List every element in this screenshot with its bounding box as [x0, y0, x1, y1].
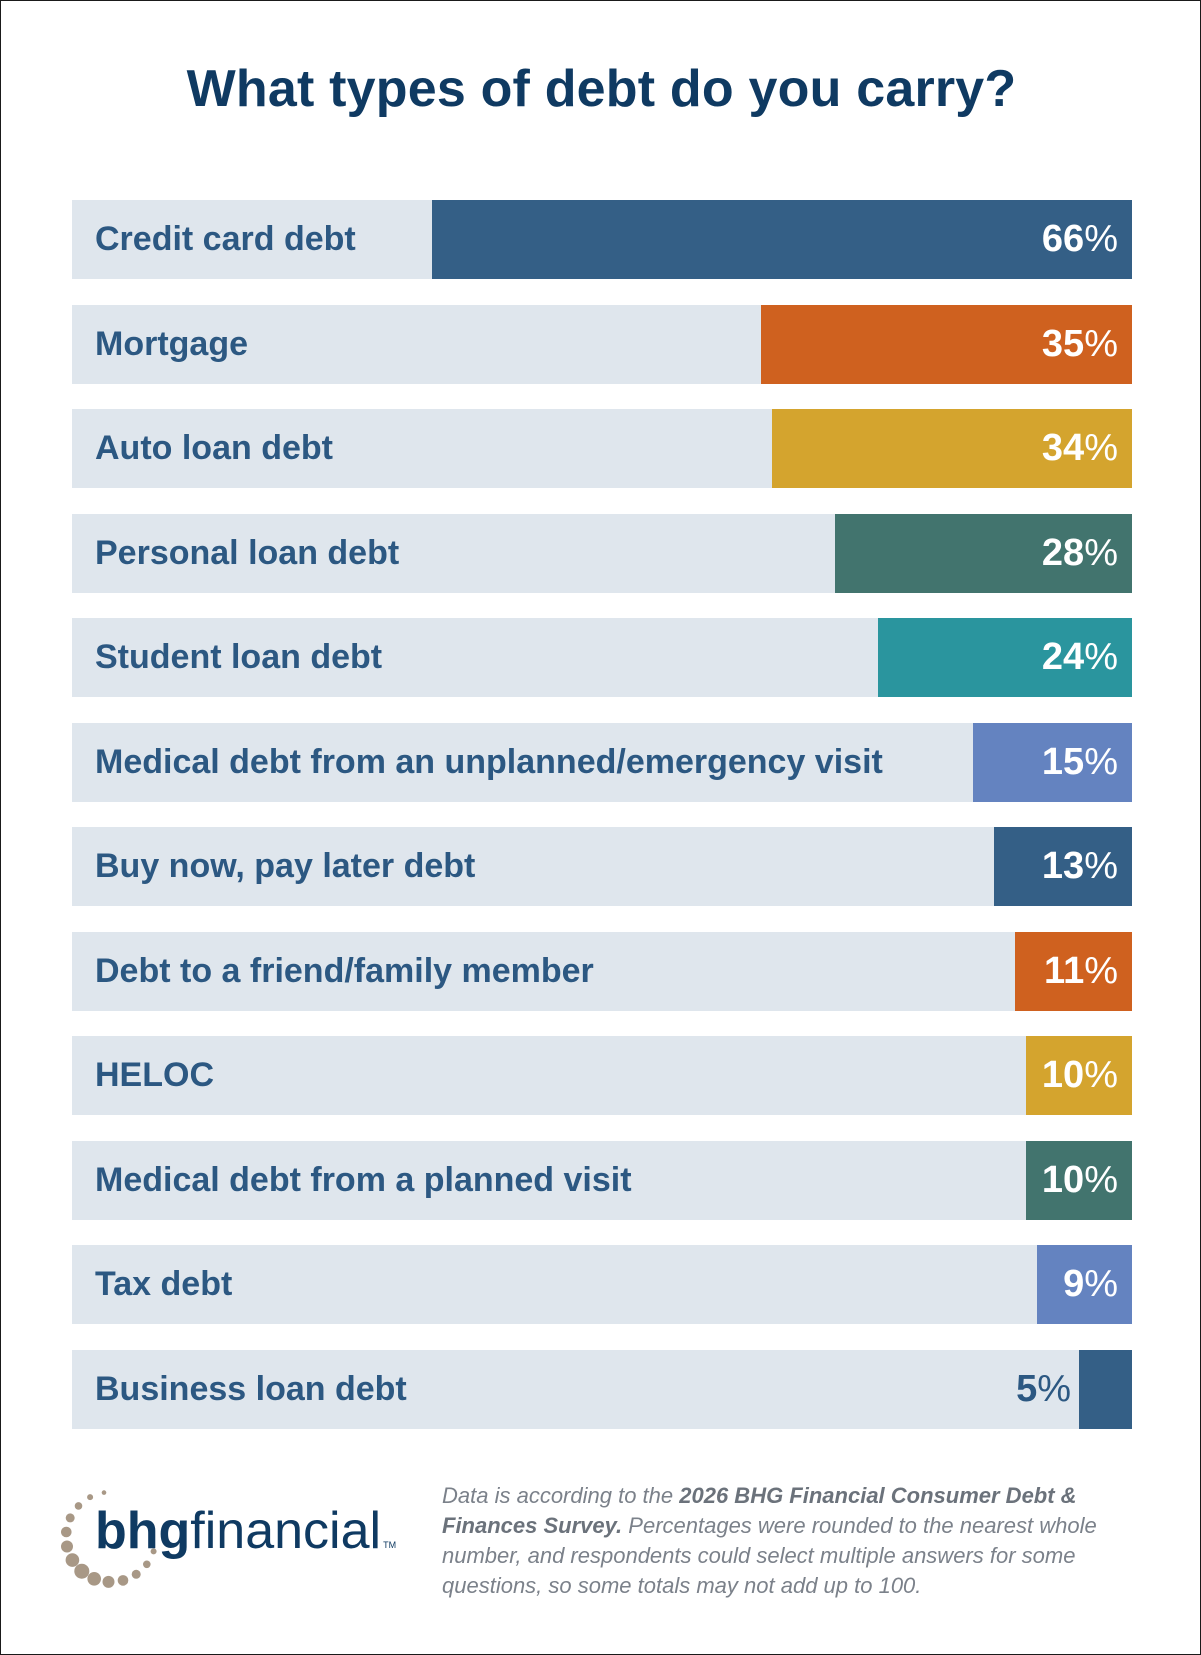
logo-bold-text: bhg [95, 1502, 191, 1560]
category-label: Buy now, pay later debt [95, 847, 476, 885]
bar [1079, 1349, 1132, 1429]
bar [1026, 1140, 1132, 1220]
value-label: 28% [1041, 531, 1118, 574]
logo-dot [61, 1540, 73, 1553]
bar-row: Student loan debt 24% [72, 618, 1132, 697]
category-label: HELOC [95, 1056, 214, 1094]
footnote-lead: Data is according to the [442, 1483, 680, 1508]
bar [1036, 1245, 1132, 1324]
category-label: Medical debt from a planned visit [95, 1160, 632, 1199]
bar-row: Auto loan debt 34% [72, 409, 1132, 488]
logo-dot [65, 1513, 75, 1523]
value-label: 15% [1041, 740, 1118, 783]
category-label: Student loan debt [95, 638, 383, 676]
bar-row: Debt to a friend/family member 11% [72, 931, 1132, 1011]
value-label: 66% [1041, 218, 1118, 260]
logo-dot [131, 1569, 141, 1579]
logo-trademark: TM [383, 1540, 397, 1550]
bar [835, 513, 1132, 593]
bar [1026, 1036, 1132, 1115]
value-label: 10% [1041, 1158, 1118, 1201]
bar [994, 827, 1132, 906]
value-label: 24% [1041, 636, 1118, 678]
bar-row: Medical debt from an unplanned/emergency… [72, 722, 1132, 802]
category-label: Debt to a friend/family member [95, 951, 594, 990]
bar [771, 409, 1132, 488]
bar [1015, 931, 1132, 1011]
footnote-rest: Percentages were rounded to the nearest … [442, 1513, 1097, 1598]
value-label: 35% [1041, 322, 1118, 365]
logo-dot [101, 1490, 107, 1495]
bar-row: Mortgage 35% [72, 304, 1132, 384]
logo-light-text: financial [190, 1502, 382, 1560]
bar [432, 200, 1132, 279]
category-label: Business loan debt [95, 1369, 407, 1408]
bar [761, 304, 1132, 384]
logo-dot [87, 1572, 101, 1586]
logo-wordmark: bhgfinancial TM [95, 1501, 396, 1561]
logo-dot [117, 1575, 129, 1586]
logo-dot [150, 1548, 157, 1555]
bar [973, 722, 1132, 802]
category-label: Medical debt from an unplanned/emergency… [95, 742, 883, 781]
logo-dot [102, 1575, 115, 1588]
footnote-source: 2026 BHG Financial Consumer Debt & Finan… [442, 1483, 1077, 1538]
bar-row: Credit card debt 66% [72, 200, 1132, 279]
bar-row: Tax debt 9% [72, 1245, 1132, 1324]
logo-dot [61, 1526, 72, 1538]
category-label: Tax debt [95, 1265, 233, 1303]
value-label: 34% [1041, 427, 1118, 469]
category-label: Personal loan debt [95, 533, 400, 572]
category-label: Credit card debt [95, 220, 356, 258]
bar-row: Personal loan debt 28% [72, 513, 1132, 593]
value-label: 11% [1044, 949, 1118, 992]
logo-dot [74, 1563, 90, 1579]
bar-row: Medical debt from a planned visit 10% [72, 1140, 1132, 1220]
bar-row: Buy now, pay later debt 13% [72, 827, 1132, 906]
logo-dot [87, 1494, 94, 1501]
source-footnote: Data is according to the 2026 BHG Financ… [442, 1481, 1142, 1601]
chart-title: What types of debt do you carry? [186, 60, 1017, 118]
value-label: 9% [1063, 1263, 1118, 1305]
bar-chart: Credit card debt 66% Mortgage 35% Auto loan … [72, 200, 1132, 1430]
category-label: Auto loan debt [95, 429, 333, 467]
logo-dot [65, 1553, 80, 1567]
logo-dots-icon [61, 1490, 157, 1588]
bar-row: Business loan debt 5% [72, 1349, 1132, 1429]
logo-dot [143, 1560, 151, 1569]
bar [877, 618, 1132, 697]
category-label: Mortgage [95, 324, 248, 363]
value-label: 10% [1041, 1054, 1118, 1096]
value-label: 13% [1041, 845, 1118, 887]
bhg-financial-logo: bhgfinancial TM [53, 1479, 413, 1599]
value-label: 5% [1016, 1367, 1071, 1410]
bar-row: HELOC 10% [72, 1036, 1132, 1115]
logo-dot [74, 1502, 83, 1510]
